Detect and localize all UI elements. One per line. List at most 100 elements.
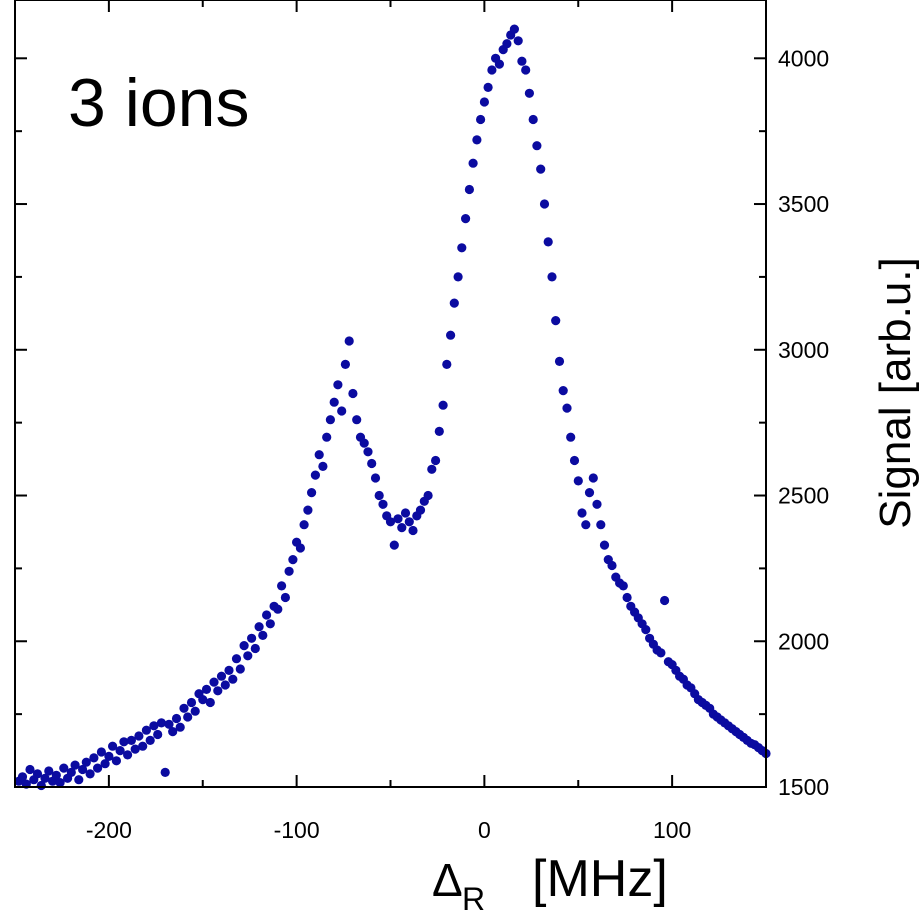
data-point bbox=[32, 769, 43, 779]
data-point bbox=[438, 400, 448, 410]
y-tick-label: 2500 bbox=[778, 483, 829, 509]
data-point bbox=[40, 773, 50, 783]
tick-labels: -200 -100 0 100 1500 2000 2500 3000 3500 4000 bbox=[86, 45, 829, 843]
data-point bbox=[25, 764, 35, 775]
data-point bbox=[340, 359, 350, 369]
data-point bbox=[273, 604, 283, 614]
y-axis-title: Signal [arb.u.] bbox=[871, 257, 920, 529]
data-point bbox=[588, 473, 598, 483]
data-point bbox=[397, 523, 407, 533]
data-point bbox=[502, 39, 512, 49]
data-point bbox=[243, 651, 253, 661]
data-point bbox=[404, 517, 414, 527]
data-point bbox=[453, 272, 463, 282]
data-point bbox=[607, 560, 617, 571]
data-point bbox=[393, 514, 403, 524]
data-point bbox=[389, 540, 399, 550]
data-point bbox=[108, 741, 118, 751]
data-point bbox=[543, 237, 553, 247]
data-point bbox=[145, 735, 155, 746]
data-point bbox=[337, 406, 347, 416]
x-tick-label: -200 bbox=[86, 817, 132, 843]
axis-ticks bbox=[14, 0, 767, 788]
data-point bbox=[592, 499, 602, 509]
x-axis-unit: [MHz] bbox=[532, 850, 668, 908]
data-point bbox=[134, 731, 144, 741]
data-point bbox=[66, 767, 76, 778]
data-point bbox=[96, 747, 106, 757]
data-point bbox=[385, 517, 396, 527]
data-point bbox=[156, 718, 166, 728]
data-point bbox=[201, 684, 212, 695]
x-tick-label: 0 bbox=[478, 817, 491, 843]
annotation-label: 3 ions bbox=[68, 65, 249, 141]
data-point bbox=[164, 719, 174, 729]
data-point bbox=[307, 488, 317, 498]
data-point bbox=[333, 380, 343, 390]
data-point bbox=[216, 671, 227, 681]
data-point bbox=[363, 447, 373, 457]
data-point bbox=[472, 135, 482, 145]
data-point bbox=[584, 488, 595, 498]
data-point bbox=[171, 713, 182, 724]
data-point bbox=[160, 767, 170, 778]
data-point bbox=[51, 770, 61, 780]
data-points bbox=[14, 24, 771, 791]
data-point bbox=[254, 622, 264, 632]
data-point bbox=[562, 403, 572, 413]
data-point bbox=[442, 359, 452, 369]
data-point bbox=[431, 455, 441, 466]
data-point bbox=[258, 630, 268, 641]
data-point bbox=[295, 543, 305, 553]
data-point bbox=[100, 759, 110, 769]
y-tick-label: 4000 bbox=[778, 45, 829, 71]
data-point bbox=[183, 712, 193, 722]
data-point bbox=[55, 778, 65, 788]
data-point bbox=[81, 757, 91, 767]
data-point bbox=[656, 648, 666, 658]
data-point bbox=[400, 508, 411, 518]
data-point bbox=[528, 114, 538, 125]
data-point bbox=[228, 674, 238, 684]
data-point bbox=[352, 415, 362, 425]
data-point bbox=[220, 680, 230, 690]
y-tick-label: 1500 bbox=[778, 774, 829, 800]
data-point bbox=[111, 756, 121, 766]
data-point bbox=[70, 760, 80, 770]
data-point bbox=[115, 746, 125, 756]
data-point bbox=[558, 386, 568, 396]
data-point bbox=[577, 508, 587, 518]
data-point bbox=[284, 566, 294, 576]
data-point bbox=[325, 415, 335, 425]
data-point bbox=[239, 641, 249, 651]
data-point bbox=[179, 703, 189, 713]
data-point bbox=[175, 722, 185, 732]
data-point bbox=[126, 735, 136, 746]
data-point bbox=[374, 490, 384, 501]
data-point bbox=[310, 470, 320, 480]
data-point bbox=[434, 426, 444, 436]
data-point bbox=[449, 298, 459, 308]
data-point bbox=[74, 775, 84, 785]
data-point bbox=[265, 619, 275, 629]
data-point bbox=[660, 595, 670, 606]
data-point bbox=[85, 769, 95, 779]
data-point bbox=[622, 592, 632, 603]
data-point bbox=[280, 592, 290, 603]
y-tick-label: 3500 bbox=[778, 191, 829, 217]
data-point bbox=[509, 24, 519, 34]
data-point bbox=[596, 520, 606, 530]
data-point bbox=[573, 476, 583, 486]
x-tick-label: -100 bbox=[274, 817, 320, 843]
data-point bbox=[427, 464, 437, 474]
data-point bbox=[299, 520, 309, 530]
data-point bbox=[446, 330, 456, 340]
data-point bbox=[618, 581, 628, 591]
data-point bbox=[262, 610, 272, 620]
data-point bbox=[329, 397, 339, 407]
x-axis-subscript: R bbox=[462, 881, 485, 917]
data-point bbox=[479, 97, 489, 107]
x-tick-label: 100 bbox=[653, 817, 691, 843]
data-point bbox=[599, 540, 610, 550]
